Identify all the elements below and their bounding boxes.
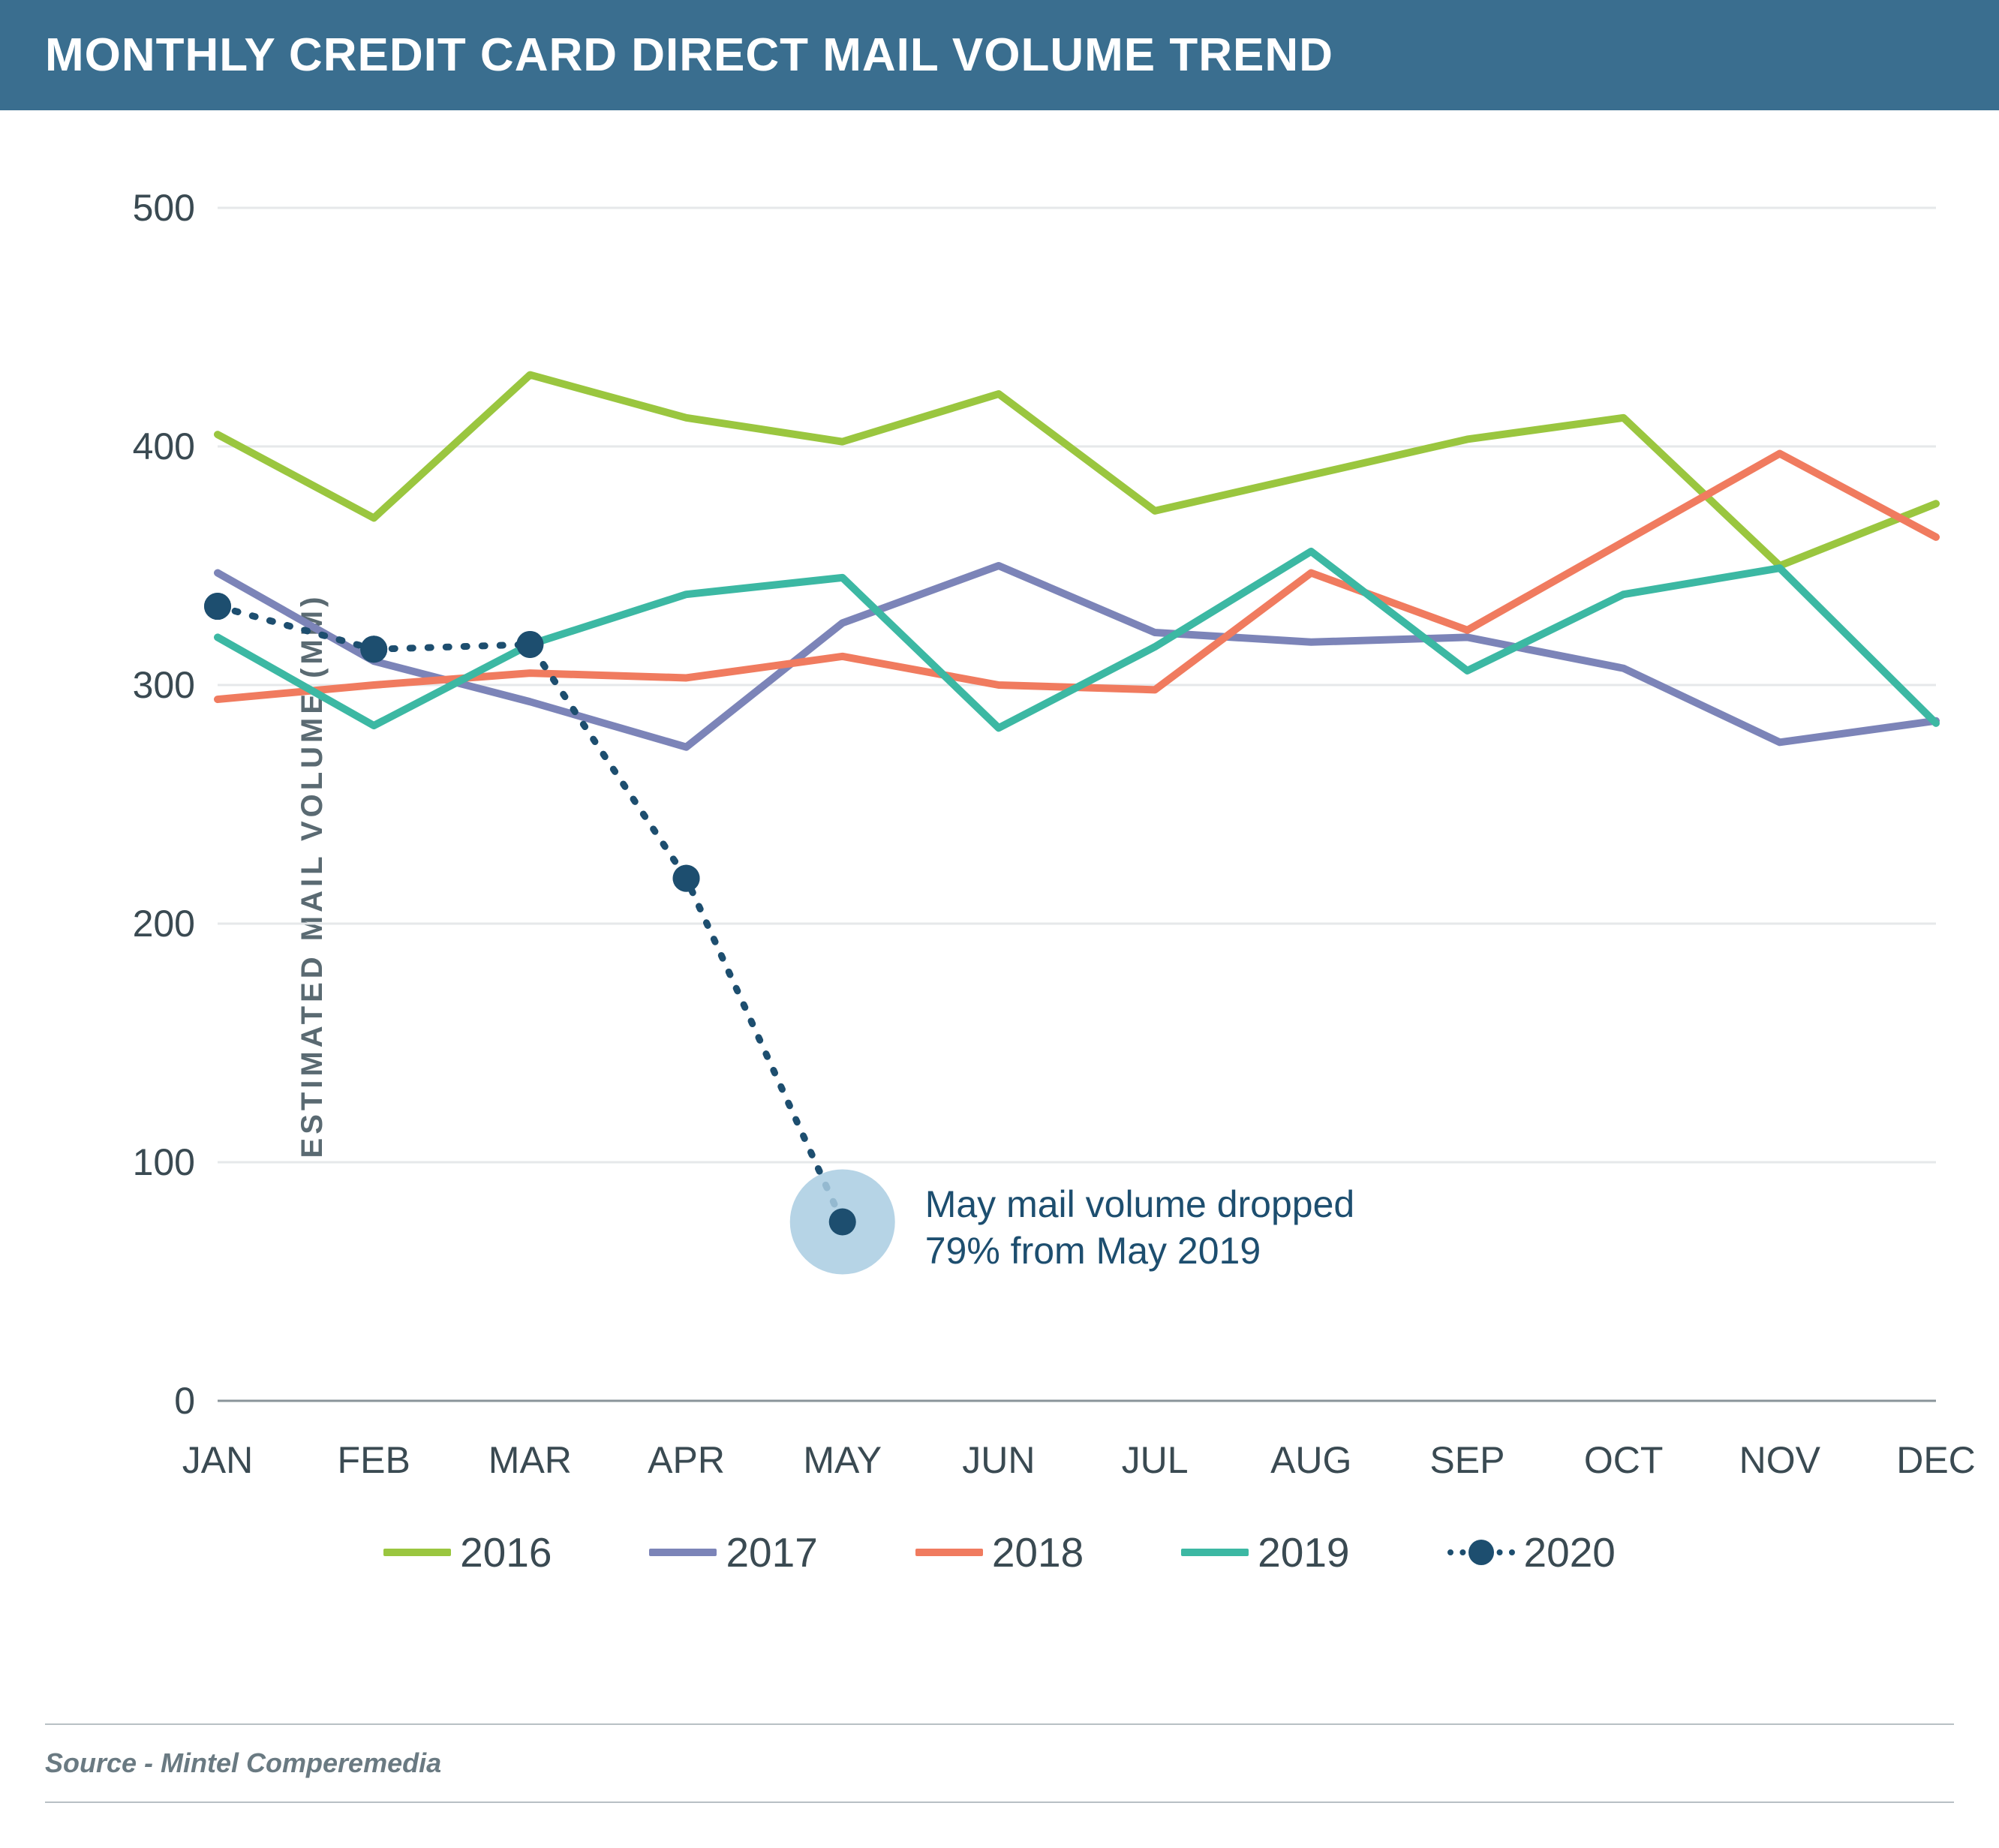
chart-svg xyxy=(0,110,1999,1641)
x-tick-label: FEB xyxy=(338,1438,410,1482)
chart-title: MONTHLY CREDIT CARD DIRECT MAIL VOLUME T… xyxy=(45,29,1954,82)
source-divider-top xyxy=(45,1723,1954,1725)
x-tick-label: MAY xyxy=(803,1438,882,1482)
source-row: Source - Mintel Comperemedia xyxy=(45,1723,1954,1803)
source-text: Source - Mintel Comperemedia xyxy=(45,1747,1954,1779)
x-tick-label: AUG xyxy=(1270,1438,1351,1482)
x-tick-label: NOV xyxy=(1739,1438,1820,1482)
legend-item: 2017 xyxy=(649,1528,817,1576)
annotation-line1: May mail volume dropped xyxy=(925,1183,1355,1225)
legend-item: 2020 xyxy=(1447,1528,1616,1576)
x-tick-label: JUL xyxy=(1122,1438,1189,1482)
annotation-text: May mail volume dropped 79% from May 201… xyxy=(925,1181,1355,1275)
y-tick-label: 300 xyxy=(105,663,195,707)
x-tick-label: DEC xyxy=(1896,1438,1976,1482)
legend-label: 2020 xyxy=(1524,1528,1616,1576)
legend-label: 2019 xyxy=(1258,1528,1349,1576)
legend-swatch xyxy=(1181,1549,1249,1556)
y-tick-label: 100 xyxy=(105,1140,195,1184)
x-tick-label: SEP xyxy=(1429,1438,1505,1482)
legend-item: 2019 xyxy=(1181,1528,1349,1576)
x-tick-label: OCT xyxy=(1584,1438,1664,1482)
legend-swatch xyxy=(383,1549,451,1556)
legend: 2016 2017 2018 2019 2020 xyxy=(0,1528,1999,1576)
legend-label: 2016 xyxy=(460,1528,552,1576)
y-tick-label: 200 xyxy=(105,902,195,945)
annotation-line2: 79% from May 2019 xyxy=(925,1230,1261,1272)
legend-swatch xyxy=(915,1549,983,1556)
y-tick-label: 0 xyxy=(105,1379,195,1423)
legend-item: 2018 xyxy=(915,1528,1084,1576)
source-divider-bottom xyxy=(45,1801,1954,1803)
legend-label: 2018 xyxy=(992,1528,1084,1576)
y-tick-label: 500 xyxy=(105,186,195,230)
legend-swatch xyxy=(649,1549,717,1556)
legend-label: 2017 xyxy=(726,1528,817,1576)
x-tick-label: JAN xyxy=(182,1438,253,1482)
chart-area: ESTIMATED MAIL VOLUME (MM) 0100200300400… xyxy=(0,110,1999,1641)
x-tick-label: APR xyxy=(648,1438,725,1482)
x-tick-label: MAR xyxy=(488,1438,572,1482)
legend-swatch xyxy=(1447,1541,1515,1564)
x-tick-label: JUN xyxy=(962,1438,1035,1482)
header-bar: MONTHLY CREDIT CARD DIRECT MAIL VOLUME T… xyxy=(0,0,1999,110)
chart-container: MONTHLY CREDIT CARD DIRECT MAIL VOLUME T… xyxy=(0,0,1999,1848)
y-tick-label: 400 xyxy=(105,425,195,468)
legend-item: 2016 xyxy=(383,1528,552,1576)
